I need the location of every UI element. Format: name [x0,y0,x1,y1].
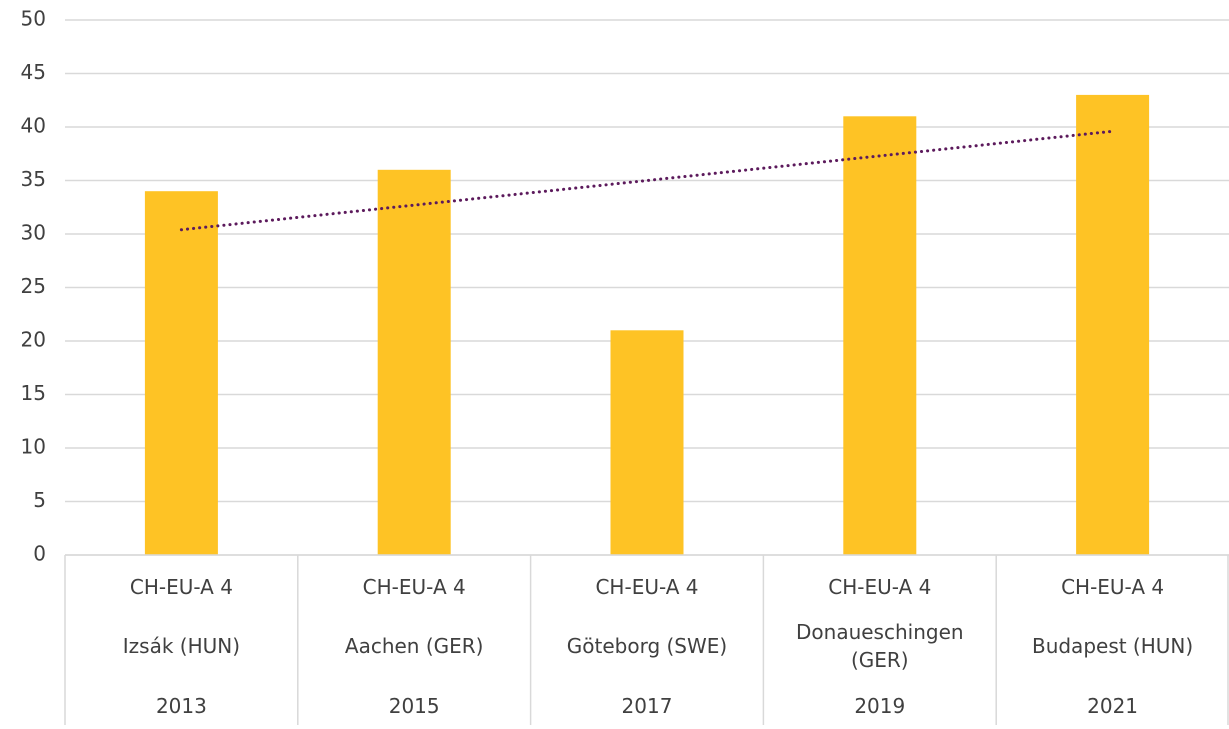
y-tick-label: 25 [21,274,46,298]
bar [610,330,684,555]
x-tick-label: 2017 [621,694,673,718]
y-tick-label: 0 [33,542,46,566]
x-tick-label: 2019 [854,694,906,718]
bar [843,116,917,556]
x-tick-label: CH-EU-A 4 [129,575,233,599]
y-tick-label: 15 [21,381,46,405]
x-tick-label-box: CH-EU-A 4 [129,575,233,599]
x-tick-label-box: Izsák (HUN) [122,634,241,658]
x-tick-label: Donaueschingen (GER) [796,620,964,672]
y-tick-label: 50 [21,7,46,31]
y-tick-label: 40 [21,114,46,138]
x-tick-label: Izsák (HUN) [122,634,241,658]
x-tick-label-box: CH-EU-A 4 [1061,575,1165,599]
x-tick-label: Göteborg (SWE) [566,634,728,658]
x-tick-label-box: 2021 [1087,694,1139,718]
x-tick-label: 2013 [155,694,207,718]
x-tick-label-box: 2013 [155,694,207,718]
x-tick-label: CH-EU-A 4 [362,575,466,599]
bar [1076,94,1150,556]
x-tick-label-box: CH-EU-A 4 [595,575,699,599]
x-tick-label-box: 2017 [621,694,673,718]
x-tick-label-box: 2019 [854,694,906,718]
y-tick-label: 45 [21,60,46,84]
y-tick-label: 20 [21,328,46,352]
x-tick-label: CH-EU-A 4 [1061,575,1165,599]
x-tick-label-box: Aachen (GER) [344,634,484,658]
bar [377,169,451,556]
y-tick-label: 10 [21,435,46,459]
x-tick-label: 2015 [388,694,440,718]
x-tick-label: Budapest (HUN) [1031,634,1194,658]
bar [144,191,218,555]
x-tick-label-box: Budapest (HUN) [1031,634,1194,658]
y-tick-label: 35 [21,167,46,191]
x-tick-label-box: 2015 [388,694,440,718]
y-tick-label: 5 [33,488,46,512]
y-tick-label: 30 [21,221,46,245]
x-tick-label-box: CH-EU-A 4 [828,575,932,599]
x-tick-label-box: CH-EU-A 4 [362,575,466,599]
x-tick-label-box: Göteborg (SWE) [566,634,728,658]
x-tick-label: 2021 [1087,694,1139,718]
x-tick-label: Aachen (GER) [344,634,484,658]
x-tick-label-box: Donaueschingen (GER) [796,620,964,672]
x-tick-label: CH-EU-A 4 [595,575,699,599]
x-tick-label: CH-EU-A 4 [828,575,932,599]
trendline [179,129,1115,232]
